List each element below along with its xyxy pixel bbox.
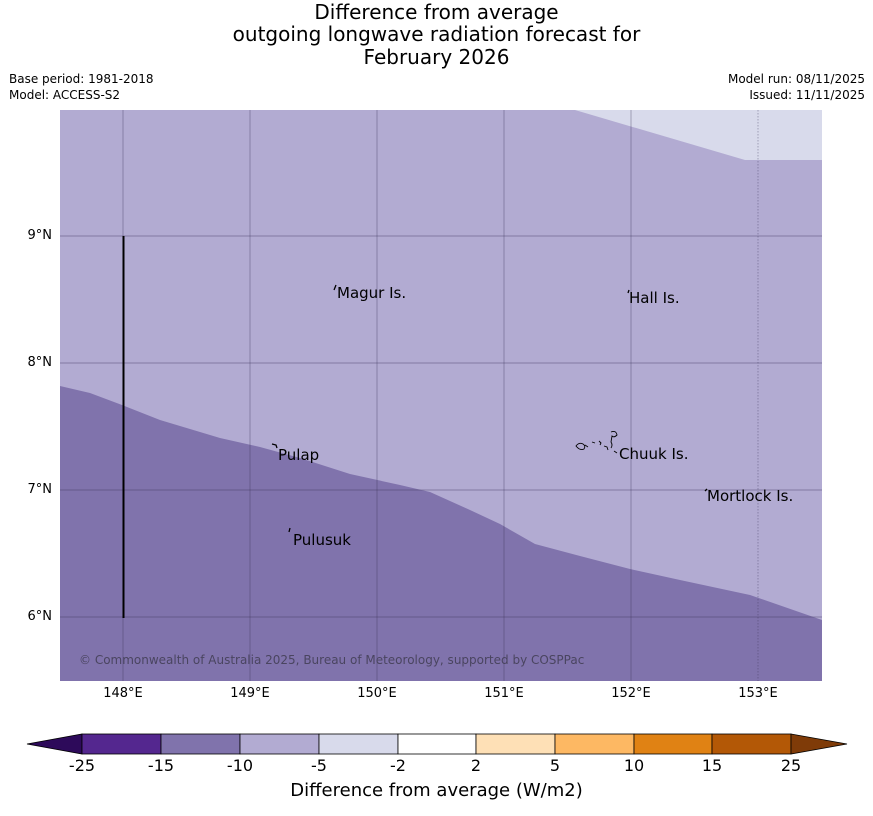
place-pulusuk: Pulusuk <box>293 531 351 549</box>
title-line-2: outgoing longwave radiation forecast for <box>232 22 641 46</box>
colorbar-low-extension <box>26 733 83 755</box>
map-region-pale <box>575 110 822 160</box>
legend-label-3: -10 <box>226 756 254 775</box>
title-line-1: Difference from average <box>314 0 559 24</box>
map-region-medium <box>60 386 822 681</box>
place-chuuk: Chuuk Is. <box>619 445 689 463</box>
meta-right: Model run: 08/11/2025 Issued: 11/11/2025 <box>728 71 865 103</box>
colorbar-bin-1 <box>81 733 162 755</box>
colorbar-bin-6 <box>475 733 556 755</box>
lat-label-6n: 6°N <box>27 609 53 624</box>
base-period: Base period: 1981-2018 <box>9 72 154 86</box>
lon-label-151e: 151°E <box>484 686 524 701</box>
lon-label-148e: 148°E <box>103 686 143 701</box>
legend-label-4: -5 <box>311 756 327 775</box>
lat-label-9n: 9°N <box>27 228 53 243</box>
legend-label-2: -15 <box>147 756 175 775</box>
lon-label-150e: 150°E <box>357 686 397 701</box>
meta-left: Base period: 1981-2018 Model: ACCESS-S2 <box>9 71 154 103</box>
island-marks <box>271 284 708 533</box>
place-mortlock: Mortlock Is. <box>707 487 794 505</box>
colorbar-bin-3 <box>239 733 320 755</box>
legend-label-7: 5 <box>549 756 561 775</box>
colorbar-bin-5 <box>397 733 477 755</box>
place-pulap: Pulap <box>278 446 320 464</box>
colorbar-bin-2 <box>160 733 241 755</box>
chuuk-lagoon-islands <box>575 430 618 454</box>
title-line-3: February 2026 <box>363 45 510 69</box>
colorbar-high-extension <box>790 733 848 755</box>
legend-label-5: -2 <box>390 756 406 775</box>
legend-label-9: 15 <box>701 756 723 775</box>
legend-title: Difference from average (W/m2) <box>290 780 583 801</box>
place-hall: Hall Is. <box>629 289 680 307</box>
issued-date: Issued: 11/11/2025 <box>749 88 865 102</box>
legend-label-10: 25 <box>780 756 802 775</box>
lat-label-8n: 8°N <box>27 355 53 370</box>
colorbar-bin-8 <box>633 733 713 755</box>
map-panel <box>60 110 822 681</box>
copyright-notice: © Commonwealth of Australia 2025, Bureau… <box>79 653 585 667</box>
legend-label-8: 10 <box>623 756 645 775</box>
lon-label-153e: 153°E <box>738 686 778 701</box>
model-run: Model run: 08/11/2025 <box>727 72 865 86</box>
colorbar-bin-4 <box>318 733 399 755</box>
lon-label-152e: 152°E <box>611 686 651 701</box>
lat-label-7n: 7°N <box>27 482 53 497</box>
lon-label-149e: 149°E <box>230 686 270 701</box>
legend-label-6: 2 <box>470 756 482 775</box>
legend-label-1: -25 <box>68 756 96 775</box>
model-name: Model: ACCESS-S2 <box>9 88 121 102</box>
colorbar-bin-7 <box>554 733 635 755</box>
colorbar-bin-9 <box>711 733 792 755</box>
place-magur: Magur Is. <box>337 284 407 302</box>
